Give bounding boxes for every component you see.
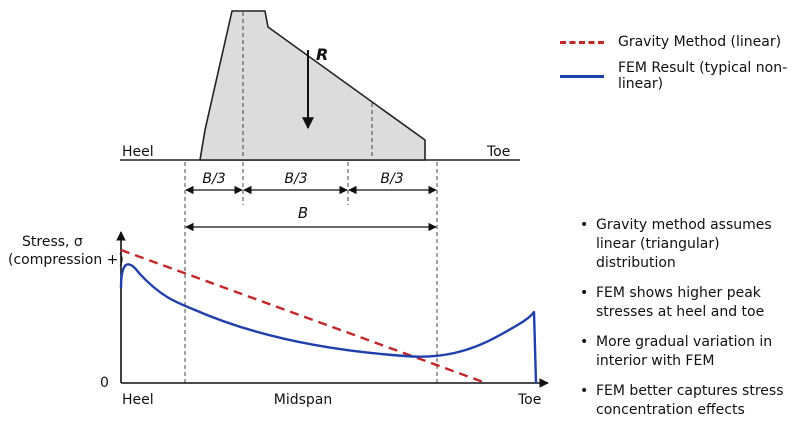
- legend-swatch-dashed: [560, 40, 604, 44]
- dam-section: [199, 10, 426, 161]
- gravity-linear-line: [120, 248, 487, 385]
- resultant-label: R: [316, 45, 328, 64]
- note-item: Gravity method assumes linear (triangula…: [578, 216, 800, 273]
- note-item: FEM better captures stress concentration…: [578, 382, 800, 420]
- dim-third-label-1: B/3: [202, 171, 225, 187]
- heel-label: Heel: [122, 144, 154, 160]
- legend-label: FEM Result (typical non-linear): [618, 60, 788, 92]
- note-item: More gradual variation in interior with …: [578, 333, 800, 371]
- toe-label: Toe: [486, 144, 510, 160]
- x-label-midspan: Midspan: [274, 392, 333, 408]
- x-label-toe: Toe: [517, 392, 541, 408]
- legend-item-fem: FEM Result (typical non-linear): [560, 60, 800, 92]
- dim-base-label: B: [298, 204, 308, 222]
- dam-stress-figure: R Heel Toe B/3 B/3 B/3 B Stress, σ (comp…: [8, 10, 549, 408]
- legend-label: Gravity Method (linear): [618, 34, 782, 50]
- y-axis-label-line1: Stress, σ: [22, 234, 83, 250]
- dim-third-label-3: B/3: [380, 171, 403, 187]
- dim-third-label-2: B/3: [284, 171, 307, 187]
- y-axis-label-line2: (compression +): [8, 252, 124, 268]
- legend: Gravity Method (linear) FEM Result (typi…: [560, 28, 800, 96]
- legend-item-gravity: Gravity Method (linear): [560, 28, 800, 56]
- x-label-heel: Heel: [122, 392, 154, 408]
- y-axis-zero: 0: [100, 375, 109, 391]
- legend-swatch-solid: [560, 74, 604, 78]
- fem-curve: [119, 263, 538, 384]
- notes-list: Gravity method assumes linear (triangula…: [578, 216, 800, 431]
- note-item: FEM shows higher peak stresses at heel a…: [578, 284, 800, 322]
